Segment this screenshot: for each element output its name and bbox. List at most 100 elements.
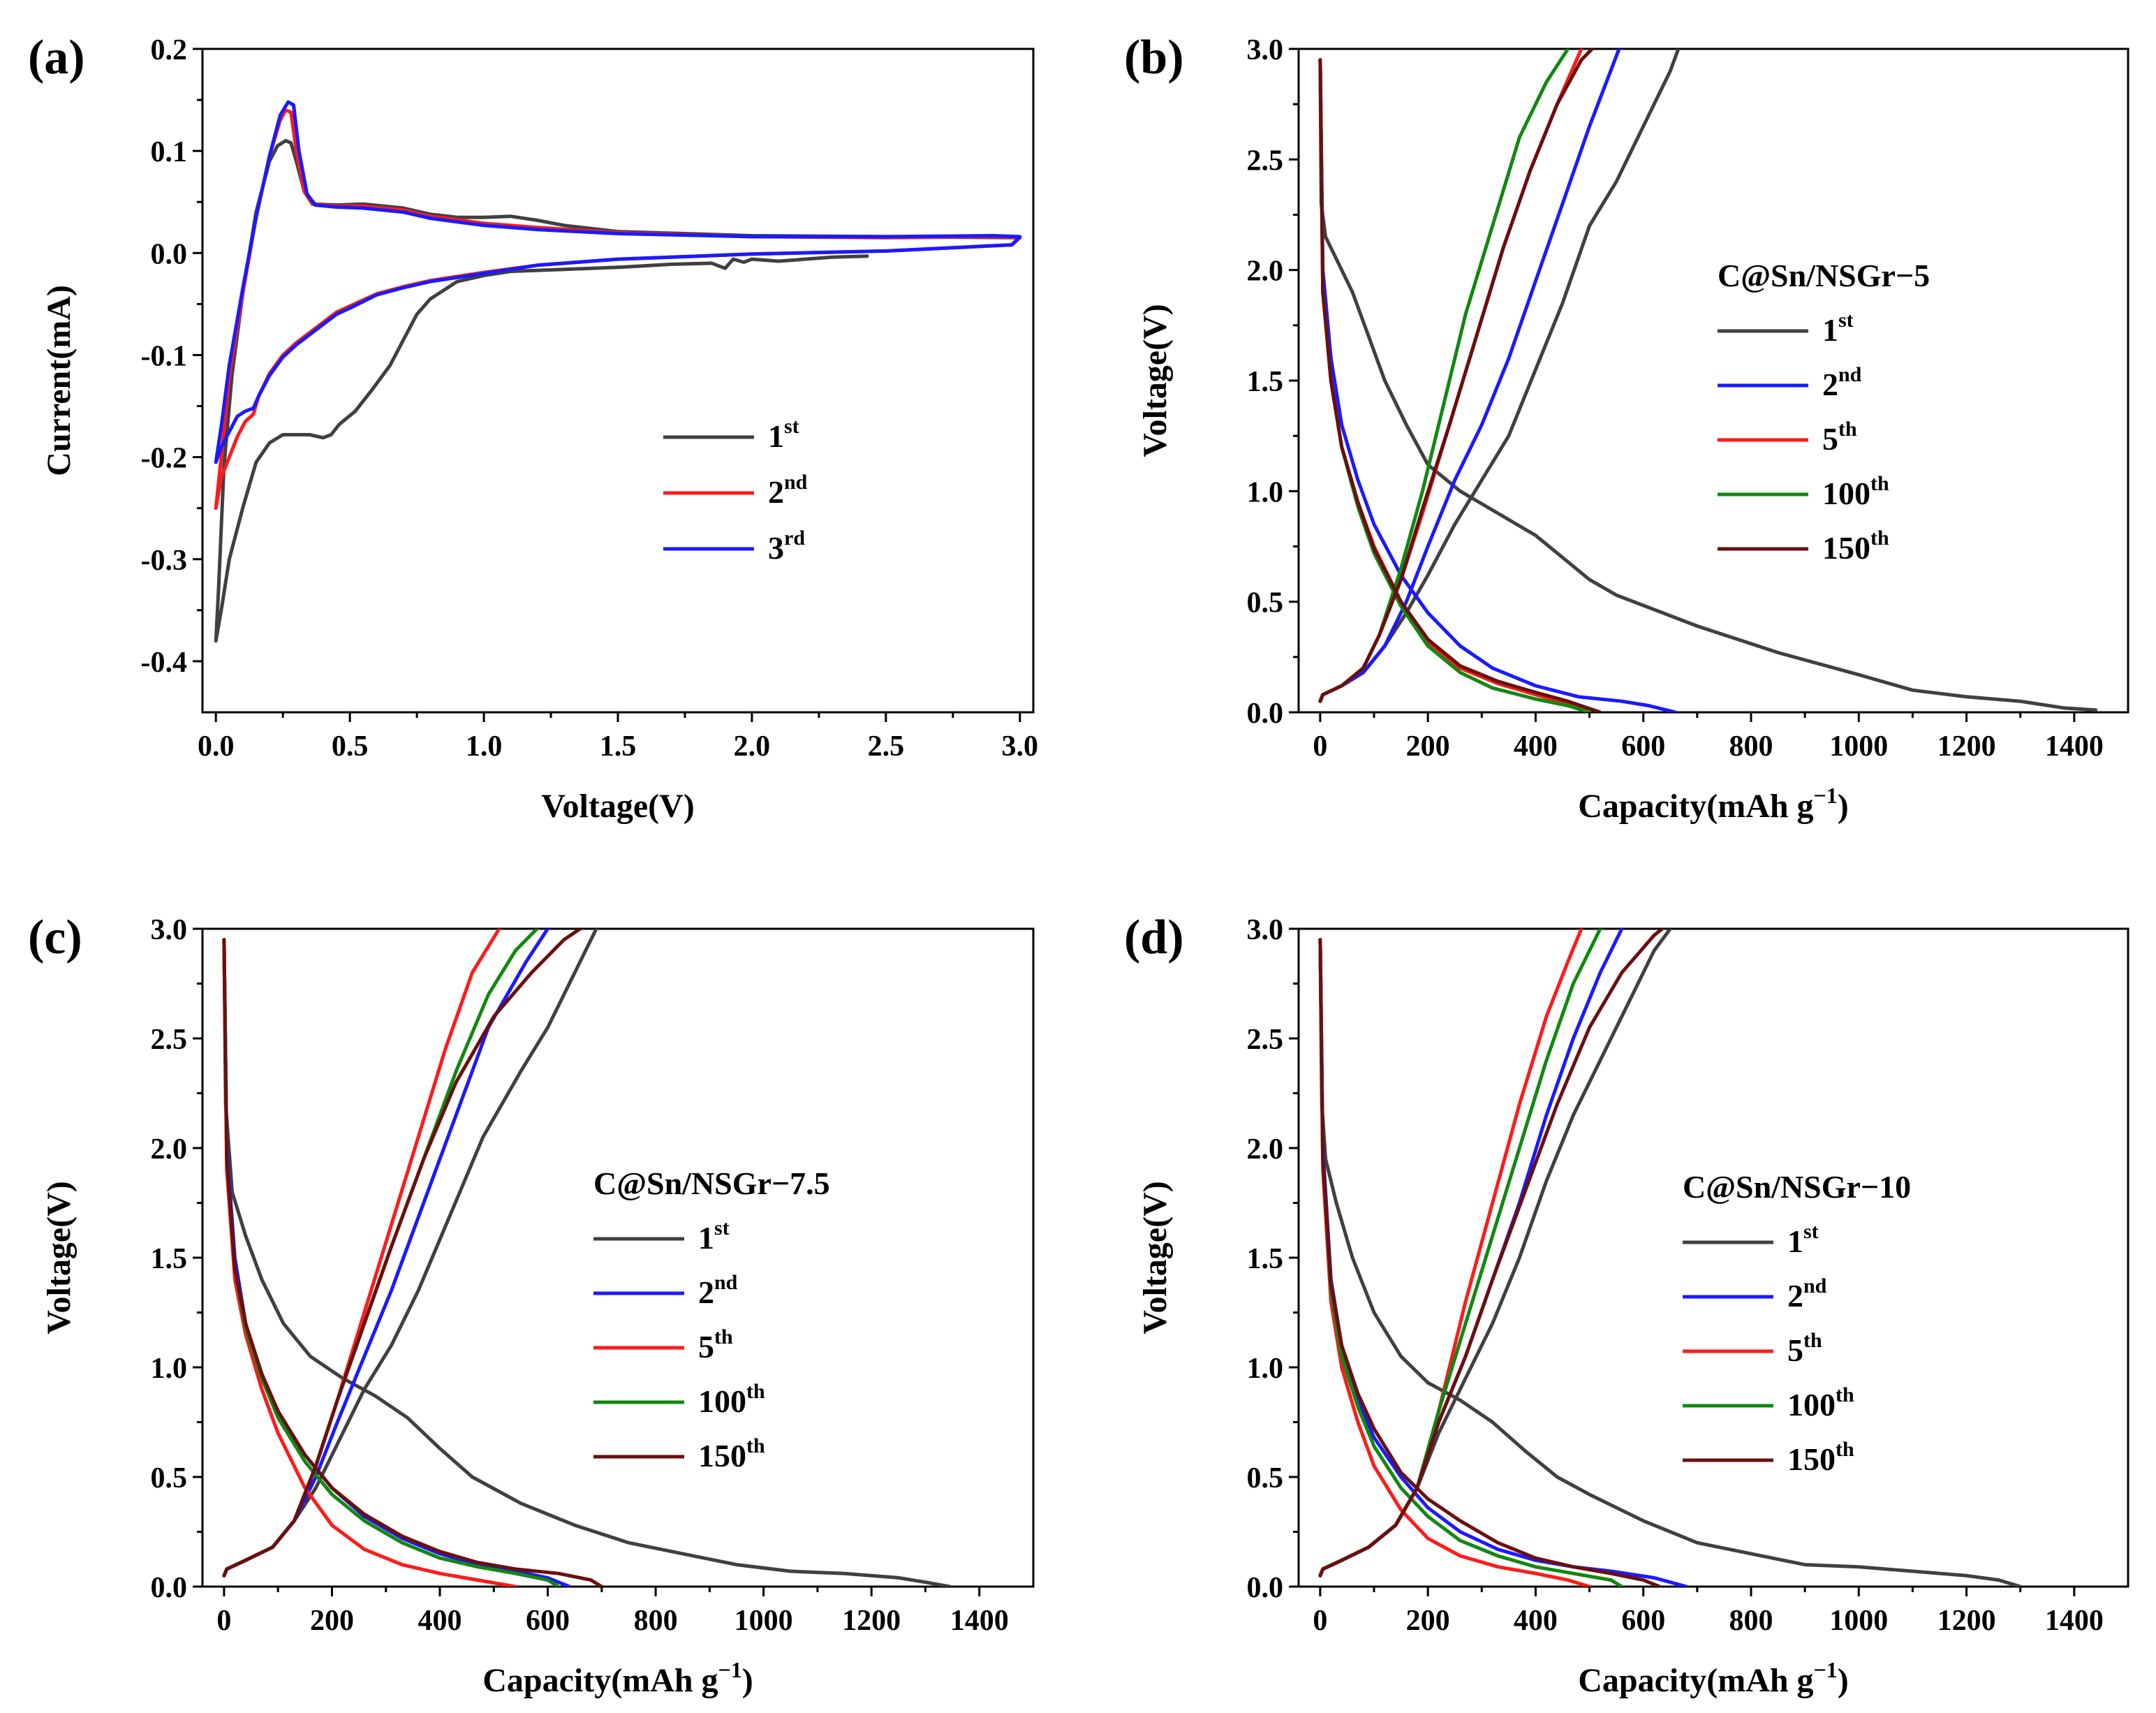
series-1st-charge	[1318, 929, 1672, 1578]
x-tick-label: 1200	[1937, 730, 1996, 763]
x-tick-label: 0	[1313, 1605, 1327, 1637]
series-5th-discharge	[222, 938, 517, 1587]
x-tick-label: 600	[1621, 1605, 1665, 1637]
panel-label-a: (a)	[28, 31, 85, 84]
series-group-c	[222, 929, 952, 1587]
legend-label: 100th	[1822, 472, 1889, 511]
x-tick-label: 1200	[1937, 1605, 1996, 1637]
series-150th-discharge	[1318, 58, 1602, 712]
y-tick-label: 2.0	[1247, 256, 1284, 288]
series-5th-discharge	[1318, 938, 1592, 1587]
x-tick-label: 400	[418, 1605, 462, 1637]
x-axis-title: Capacity(mAh g−1)	[482, 1657, 753, 1699]
series-2nd-discharge	[222, 938, 571, 1587]
x-tick-label: 1200	[842, 1605, 901, 1637]
legend-label: 2nd	[698, 1271, 738, 1310]
y-tick-label: 2.0	[151, 1133, 188, 1166]
series-150th-charge	[1318, 49, 1594, 703]
x-axis-title: Capacity(mAh g−1)	[1578, 783, 1849, 825]
y-tick-label: 2.5	[1247, 145, 1284, 177]
x-tick-label: 400	[1514, 1605, 1558, 1637]
series-group-d	[1318, 929, 2023, 1587]
series-5th-charge	[1318, 929, 1583, 1578]
y-tick-label: 1.0	[151, 1353, 188, 1385]
legend-label: 5th	[1822, 418, 1857, 457]
y-tick-label: 1.0	[1247, 1353, 1284, 1385]
y-tick-label: 3.0	[1247, 34, 1284, 66]
plot-frame-a	[201, 47, 1035, 714]
legend-label: 150th	[1787, 1438, 1854, 1477]
legend-label: 3rd	[768, 527, 805, 566]
x-tick-label: 1400	[950, 1605, 1009, 1637]
y-tick-label: 2.5	[1247, 1024, 1284, 1056]
panel-label-b: (b)	[1124, 31, 1184, 84]
y-tick-label: 1.0	[1247, 476, 1284, 508]
series-3rd-discharge	[214, 100, 1022, 464]
panel-label-d: (d)	[1124, 911, 1184, 964]
series-2nd-charge	[1318, 49, 1621, 703]
x-tick-label: 0.5	[332, 730, 369, 763]
y-tick-label: -0.2	[141, 443, 188, 475]
x-tick-label: 1000	[734, 1605, 793, 1637]
x-tick-label: 1.5	[600, 730, 637, 763]
x-tick-label: 2.0	[734, 730, 771, 763]
legend-label: 2nd	[1787, 1274, 1827, 1314]
x-tick-label: 800	[1729, 730, 1773, 763]
y-tick-label: 1.5	[1247, 1243, 1284, 1275]
legend-title: C@Sn/NSGr−10	[1683, 1169, 1911, 1205]
y-tick-label: 3.0	[1247, 914, 1284, 946]
series-1st-charge	[1318, 49, 1681, 703]
y-tick-label: 0.5	[151, 1462, 188, 1494]
series-150th-charge	[1318, 929, 1664, 1578]
x-tick-label: 0.0	[198, 730, 235, 763]
y-tick-label: 1.5	[151, 1243, 188, 1275]
series-5th-discharge	[1318, 58, 1592, 712]
x-axis-title: Voltage(V)	[541, 788, 695, 825]
series-100th-discharge	[1318, 938, 1624, 1587]
legend-label: 1st	[698, 1216, 730, 1256]
x-tick-label: 600	[1621, 730, 1665, 763]
legend-label: 1st	[768, 415, 799, 454]
y-tick-label: 0.0	[1247, 698, 1284, 730]
x-tick-label: 1000	[1829, 730, 1888, 763]
series-5th-charge	[222, 929, 501, 1578]
plot-frame-b	[1297, 47, 2129, 714]
y-tick-label: 2.0	[1247, 1133, 1284, 1166]
x-tick-label: 800	[634, 1605, 678, 1637]
legend-label: 1st	[1787, 1220, 1819, 1259]
x-tick-label: 1400	[2045, 1605, 2104, 1637]
legend-label: 1st	[1822, 309, 1854, 348]
y-tick-label: 0.5	[1247, 587, 1284, 619]
legend-label: 5th	[698, 1325, 733, 1365]
x-tick-label: 400	[1514, 730, 1558, 763]
series-1st-discharge	[1318, 938, 2023, 1587]
series-1st-charge	[222, 929, 598, 1578]
series-150th-charge	[222, 929, 582, 1578]
y-tick-label: 1.5	[1247, 366, 1284, 398]
x-tick-label: 3.0	[1002, 730, 1039, 763]
y-tick-label: 3.0	[151, 914, 188, 946]
x-tick-label: 0	[1313, 730, 1327, 763]
series-2nd-discharge	[214, 108, 1022, 510]
panel-a: (a) 0.0 0.5 1.0 1.5 2.0 2.5 3.0 0.2 0.1 0.0 -0.1 -0.…	[28, 31, 1038, 825]
series-group-a	[214, 100, 1022, 643]
plot-frame-d	[1297, 927, 2129, 1588]
y-tick-label: 0.0	[1247, 1572, 1284, 1604]
x-tick-label: 0	[216, 1605, 231, 1637]
legend-title: C@Sn/NSGr−5	[1718, 258, 1930, 293]
series-group-b	[1318, 49, 2098, 712]
y-tick-label: 0.5	[1247, 1462, 1284, 1494]
y-axis-title: Voltage(V)	[1137, 304, 1174, 457]
y-tick-label: 0.2	[151, 34, 188, 66]
x-tick-label: 200	[310, 1605, 354, 1637]
y-axis-title: Current(mA)	[40, 285, 77, 476]
series-2nd-charge	[222, 929, 549, 1578]
legend-title: C@Sn/NSGr−7.5	[593, 1166, 830, 1201]
series-100th-charge	[1318, 49, 1570, 703]
y-tick-label: -0.3	[141, 545, 188, 577]
y-tick-label: -0.4	[141, 647, 188, 679]
series-100th-discharge	[1318, 58, 1592, 712]
x-axis-title: Capacity(mAh g−1)	[1578, 1657, 1849, 1699]
y-axis-title: Voltage(V)	[40, 1181, 77, 1335]
